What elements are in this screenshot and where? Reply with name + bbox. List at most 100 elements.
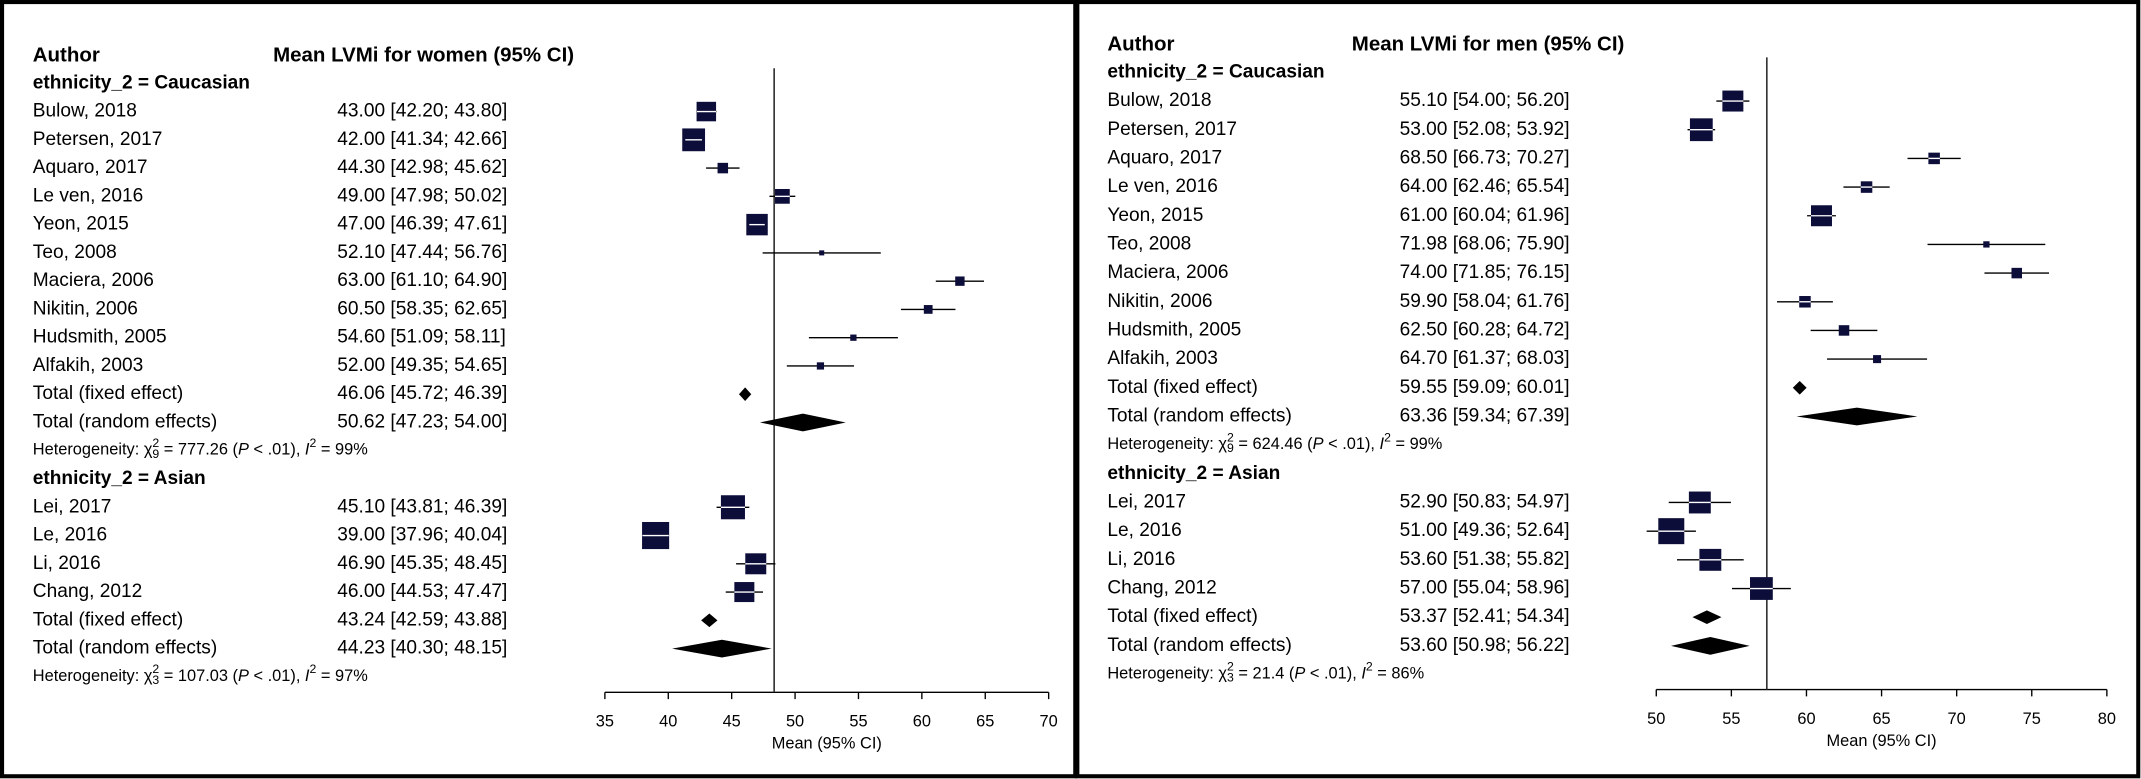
estimate-header: Mean LVMi for men (95% CI): [1352, 32, 1625, 55]
study-name: Alfakih, 2003: [33, 355, 144, 376]
x-axis-label: Mean (95% CI): [772, 734, 882, 752]
x-axis-label: Mean (95% CI): [1827, 732, 1937, 750]
x-tick-label: 75: [2023, 710, 2041, 728]
study-box: [819, 250, 825, 256]
heterogeneity-part: I: [1380, 435, 1385, 453]
group-label: ethnicity_2 = Caucasian: [33, 72, 250, 93]
x-tick-label: 60: [1797, 710, 1815, 728]
study-box: [1873, 355, 1882, 364]
heterogeneity-part: 9: [152, 447, 159, 461]
study-estimate: 46.00 [44.53; 47.47]: [337, 581, 507, 602]
group-label: ethnicity_2 = Caucasian: [1107, 61, 1324, 82]
study-name: Nikitin, 2006: [33, 298, 138, 319]
heterogeneity-part: 3: [152, 673, 159, 687]
study-name: Maciera, 2006: [33, 270, 154, 291]
heterogeneity: Heterogeneity: χ2 9 = 777.26 (P < .01), I…: [33, 436, 368, 461]
study-estimate: 53.60 [51.38; 55.82]: [1400, 549, 1570, 570]
x-tick-label: 50: [1647, 710, 1665, 728]
study-estimate: 64.00 [62.46; 65.54]: [1400, 176, 1570, 197]
summary-estimate: 53.37 [52.41; 54.34]: [1400, 606, 1570, 627]
heterogeneity-part: Heterogeneity: χ: [1107, 665, 1227, 683]
summary-name: Total (random effects): [1107, 406, 1291, 427]
heterogeneity-part: P: [238, 667, 249, 685]
summary-diamond: [1670, 636, 1750, 655]
heterogeneity-part: < .01),: [1324, 435, 1380, 453]
x-tick-label: 50: [786, 713, 804, 731]
x-tick-label: 65: [1872, 710, 1890, 728]
study-estimate: 61.00 [60.04; 61.96]: [1400, 205, 1570, 226]
study-name: Chang, 2012: [33, 581, 142, 602]
study-estimate: 64.70 [61.37; 68.03]: [1400, 348, 1570, 369]
heterogeneity-part: P: [1313, 435, 1324, 453]
heterogeneity-part: = 97%: [316, 667, 367, 685]
x-tick-label: 40: [659, 713, 677, 731]
summary-name: Total (fixed effect): [33, 383, 183, 404]
x-tick-label: 70: [1040, 713, 1058, 731]
heterogeneity-part: 9: [1227, 441, 1234, 455]
study-estimate: 47.00 [46.39; 47.61]: [337, 214, 507, 235]
summary-estimate: 59.55 [59.09; 60.01]: [1400, 377, 1570, 398]
study-estimate: 74.00 [71.85; 76.15]: [1400, 262, 1570, 283]
study-name: Bulow, 2018: [1107, 90, 1211, 111]
summary-estimate: 46.06 [45.72; 46.39]: [337, 383, 507, 404]
study-estimate: 42.00 [41.34; 42.66]: [337, 129, 507, 150]
summary-estimate: 50.62 [47.23; 54.00]: [337, 412, 507, 433]
study-name: Yeon, 2015: [1107, 205, 1203, 226]
x-tick-label: 55: [1722, 710, 1740, 728]
heterogeneity-part: = 777.26 (: [159, 441, 238, 459]
study-name: Alfakih, 2003: [1107, 348, 1218, 369]
study-estimate: 68.50 [66.73; 70.27]: [1400, 147, 1570, 168]
heterogeneity: Heterogeneity: χ2 3 = 107.03 (P < .01), I…: [33, 662, 368, 687]
study-name: Aquaro, 2017: [33, 157, 148, 178]
heterogeneity: Heterogeneity: χ2 3 = 21.4 (P < .01), I2 …: [1107, 660, 1424, 685]
heterogeneity: Heterogeneity: χ2 9 = 624.46 (P < .01), I…: [1107, 431, 1442, 456]
study-name: Yeon, 2015: [33, 214, 129, 235]
study-box: [717, 162, 729, 174]
summary-diamond: [701, 613, 718, 628]
heterogeneity-part: Heterogeneity: χ: [33, 667, 153, 685]
heterogeneity-part: I: [1361, 665, 1366, 683]
study-name: Li, 2016: [1107, 549, 1175, 570]
summary-name: Total (fixed effect): [33, 609, 183, 630]
heterogeneity-part: I: [305, 441, 310, 459]
x-tick-label: 65: [976, 713, 994, 731]
study-estimate: 45.10 [43.81; 46.39]: [337, 496, 507, 517]
study-name: Lei, 2017: [1107, 492, 1186, 513]
study-estimate: 62.50 [60.28; 64.72]: [1400, 319, 1570, 340]
heterogeneity-part: Heterogeneity: χ: [33, 441, 153, 459]
heterogeneity-part: 2: [152, 436, 159, 450]
study-box: [2011, 267, 2023, 279]
heterogeneity-part: 2: [309, 436, 316, 450]
study-name: Teo, 2008: [33, 242, 117, 263]
study-name: Teo, 2008: [1107, 233, 1191, 254]
study-box: [816, 362, 825, 370]
estimate-header: Mean LVMi for women (95% CI): [273, 43, 574, 66]
study-name: Hudsmith, 2005: [33, 327, 167, 348]
heterogeneity-part: = 99%: [316, 441, 367, 459]
study-name: Petersen, 2017: [1107, 119, 1237, 140]
study-estimate: 44.30 [42.98; 45.62]: [337, 157, 507, 178]
study-name: Le ven, 2016: [1107, 176, 1218, 197]
study-estimate: 55.10 [54.00; 56.20]: [1400, 90, 1570, 111]
summary-diamond: [759, 413, 846, 432]
summary-diamond: [738, 387, 752, 402]
summary-name: Total (random effects): [33, 412, 217, 433]
study-estimate: 51.00 [49.36; 52.64]: [1400, 520, 1570, 541]
author-header: Author: [1107, 32, 1174, 55]
summary-estimate: 43.24 [42.59; 43.88]: [337, 609, 507, 630]
heterogeneity-part: 3: [1227, 671, 1234, 685]
study-name: Hudsmith, 2005: [1107, 319, 1241, 340]
summary-diamond: [1792, 380, 1807, 395]
x-tick-label: 55: [849, 713, 867, 731]
study-estimate: 57.00 [55.04; 58.96]: [1400, 578, 1570, 599]
study-estimate: 53.00 [52.08; 53.92]: [1400, 119, 1570, 140]
group-label: ethnicity_2 = Asian: [1107, 463, 1280, 484]
x-tick-label: 70: [1948, 710, 1966, 728]
group-label: ethnicity_2 = Asian: [33, 468, 206, 489]
study-box: [923, 305, 933, 314]
panel-border: [1075, 0, 2141, 779]
study-name: Aquaro, 2017: [1107, 147, 1222, 168]
heterogeneity-part: = 99%: [1391, 435, 1442, 453]
x-tick-label: 35: [596, 713, 614, 731]
heterogeneity-part: 2: [1227, 660, 1234, 674]
